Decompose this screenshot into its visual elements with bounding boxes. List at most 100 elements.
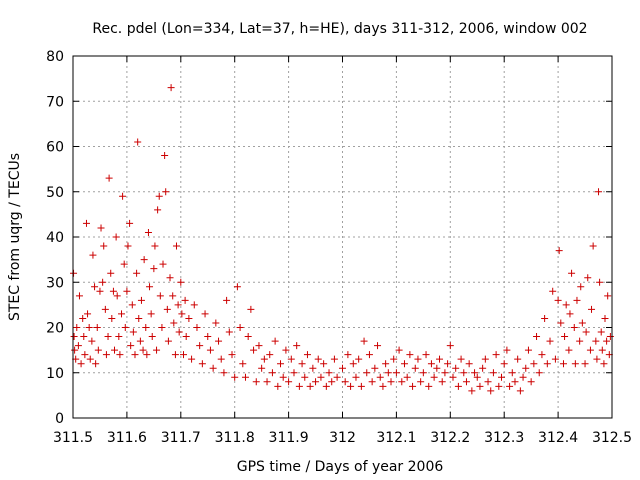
data-point: [322, 382, 330, 390]
data-point: [508, 369, 516, 377]
data-point: [298, 360, 306, 368]
data-point: [123, 287, 131, 295]
x-tick-label: 311.7: [161, 430, 201, 446]
x-tick-label: 312.3: [484, 430, 524, 446]
data-point: [411, 364, 419, 372]
data-point: [161, 152, 169, 160]
data-point: [606, 333, 614, 341]
data-point: [111, 346, 119, 354]
data-point: [400, 360, 408, 368]
data-point: [484, 378, 492, 386]
data-point: [492, 351, 500, 359]
data-point: [162, 188, 170, 196]
data-point: [398, 378, 406, 386]
data-point: [171, 351, 179, 359]
y-tick-label: 40: [46, 230, 64, 246]
data-point: [449, 373, 457, 381]
data-point: [503, 346, 511, 354]
data-point: [481, 355, 489, 363]
data-point: [546, 337, 554, 345]
data-point: [600, 360, 608, 368]
data-point: [250, 346, 258, 354]
data-point: [244, 333, 252, 341]
x-tick-label: 311.8: [215, 430, 255, 446]
data-point: [107, 269, 115, 277]
data-point: [593, 355, 601, 363]
y-tick-label: 80: [46, 49, 64, 65]
data-point: [247, 305, 255, 313]
data-point: [325, 369, 333, 377]
data-point: [597, 328, 605, 336]
data-point: [495, 382, 503, 390]
data-point: [549, 287, 557, 295]
x-tick-label: 312.1: [376, 430, 416, 446]
data-point: [196, 342, 204, 350]
data-point: [113, 292, 121, 300]
data-point: [178, 310, 186, 318]
data-point: [100, 242, 108, 250]
data-point: [174, 301, 182, 309]
data-point: [139, 346, 147, 354]
data-point: [301, 373, 309, 381]
data-point: [328, 378, 336, 386]
data-point: [392, 369, 400, 377]
data-point: [185, 314, 193, 322]
data-point: [71, 346, 79, 354]
data-point: [252, 378, 260, 386]
data-point: [584, 274, 592, 282]
data-point: [357, 382, 365, 390]
data-point: [285, 378, 293, 386]
data-point: [121, 324, 129, 331]
data-point: [96, 287, 104, 295]
x-tick-label: 311.5: [53, 430, 93, 446]
data-point: [70, 269, 78, 277]
data-point: [108, 314, 116, 322]
data-point: [576, 337, 584, 345]
data-point: [193, 324, 201, 331]
data-point: [588, 305, 596, 313]
data-point: [154, 206, 162, 214]
data-point: [239, 360, 247, 368]
data-point: [433, 364, 441, 372]
data-point: [551, 355, 559, 363]
data-point: [516, 387, 524, 395]
data-point: [175, 328, 183, 336]
data-point: [97, 224, 105, 232]
x-tick-label: 312.4: [538, 430, 578, 446]
data-point: [452, 364, 460, 372]
y-tick-label: 20: [46, 321, 64, 337]
data-point: [422, 351, 430, 359]
data-point: [465, 360, 473, 368]
data-point: [255, 342, 263, 350]
data-point: [506, 382, 514, 390]
data-point: [177, 278, 185, 286]
data-point: [344, 351, 352, 359]
x-tick-label: 312.2: [430, 430, 470, 446]
data-point: [376, 373, 384, 381]
data-point: [134, 138, 142, 146]
data-point: [457, 355, 465, 363]
y-tick-label: 60: [46, 140, 64, 156]
data-point: [555, 247, 563, 255]
data-point: [522, 364, 530, 372]
data-point: [355, 355, 363, 363]
data-point: [578, 319, 586, 327]
data-point: [135, 314, 143, 322]
data-point: [476, 382, 484, 390]
data-point: [119, 192, 127, 200]
data-point: [112, 233, 120, 241]
data-point: [489, 369, 497, 377]
data-point: [384, 369, 392, 377]
data-point: [159, 260, 167, 268]
data-point: [360, 337, 368, 345]
data-point: [514, 355, 522, 363]
data-point: [120, 260, 128, 268]
data-point: [182, 333, 190, 341]
data-point: [306, 382, 314, 390]
x-tick-label: 311.9: [269, 430, 309, 446]
data-point: [363, 369, 371, 377]
data-point: [85, 324, 93, 331]
data-point: [70, 333, 78, 341]
data-point: [500, 360, 508, 368]
